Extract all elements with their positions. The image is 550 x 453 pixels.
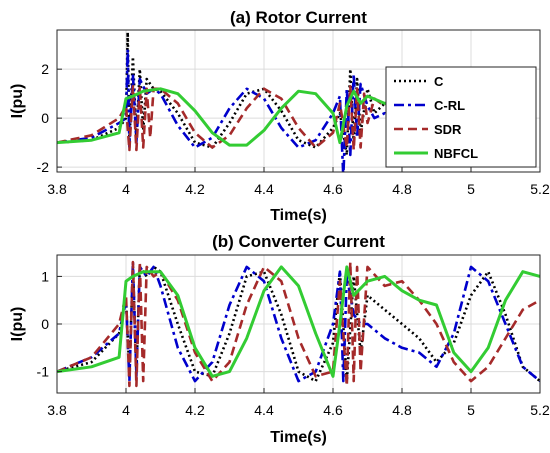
- y-tick-label: -2: [37, 159, 50, 175]
- x-axis-label: Time(s): [270, 429, 327, 446]
- x-tick-label: 4.4: [254, 181, 274, 197]
- chart-1: 3.8 4 4.2 4.4 4.6 4.8 5 5.2 -2 0 2 (a) Rotor Curren…: [9, 8, 550, 224]
- x-tick-label: 5.2: [530, 181, 550, 197]
- x-tick-label: 5: [467, 402, 475, 418]
- x-tick-label: 5.2: [530, 402, 550, 418]
- chart-title: (b) Converter Current: [212, 232, 385, 251]
- x-tick-label: 4.2: [185, 402, 205, 418]
- legend-label-c-rl: C-RL: [434, 98, 465, 113]
- legend-label-c: C: [434, 74, 444, 89]
- legend-box: [385, 66, 537, 168]
- plot-frame: [56, 29, 541, 173]
- x-tick-label: 4.4: [254, 402, 274, 418]
- x-axis-label: Time(s): [270, 207, 327, 224]
- x-tick-label: 4: [122, 181, 130, 197]
- x-tick-label: 3.8: [47, 402, 67, 418]
- legend-label-sdr: SDR: [434, 122, 462, 137]
- y-tick-label: 1: [41, 268, 49, 284]
- y-tick-label: 0: [41, 316, 49, 332]
- series-line-nbfcl: [57, 87, 403, 147]
- x-tick-label: 3.8: [47, 181, 67, 197]
- series-line-sdr: [57, 260, 540, 388]
- plot-area: [57, 260, 540, 388]
- y-axis-label: I(pu): [9, 307, 26, 342]
- x-tick-label: 4.8: [392, 181, 412, 197]
- chart-title: (a) Rotor Current: [230, 8, 367, 27]
- x-tick-label: 4.8: [392, 402, 412, 418]
- legend: C C-RL SDR NBFCL: [385, 66, 537, 168]
- plot-area: [57, 31, 403, 172]
- x-tick-label: 4.6: [323, 181, 343, 197]
- y-tick-label: 2: [41, 61, 49, 77]
- y-tick-label: 0: [41, 110, 49, 126]
- y-axis-label: I(pu): [9, 84, 26, 119]
- series-line-nbfcl: [57, 265, 540, 378]
- x-tick-label: 4.2: [185, 181, 205, 197]
- legend-label-nbfcl: NBFCL: [434, 146, 478, 161]
- series-line-c: [57, 265, 540, 383]
- x-tick-label: 4: [122, 402, 130, 418]
- chart-2: 3.8 4 4.2 4.4 4.6 4.8 5 5.2 -1 0 1 (b) Converter Cu…: [9, 232, 550, 446]
- series-line-sdr: [57, 85, 403, 152]
- y-tick-label: -1: [37, 364, 50, 380]
- x-tick-label: 4.6: [323, 402, 343, 418]
- x-tick-label: 5: [467, 181, 475, 197]
